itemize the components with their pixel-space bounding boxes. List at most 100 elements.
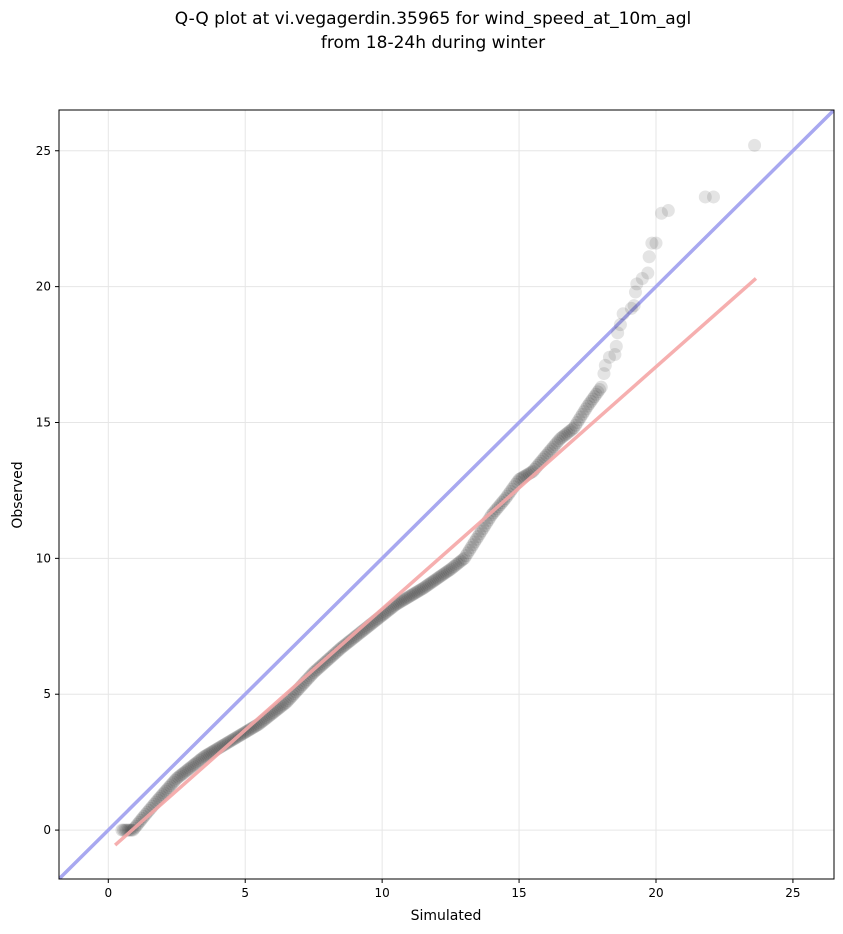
quantile-point	[468, 535, 482, 549]
y-tick-label: 15	[36, 415, 51, 429]
quantile-point	[591, 385, 605, 399]
quantile-point	[445, 561, 459, 575]
quantile-point	[173, 769, 187, 783]
quantile-point	[454, 554, 468, 568]
quantile-point-tail	[630, 277, 644, 291]
quantile-point	[155, 788, 169, 802]
quantile-point	[461, 546, 475, 560]
quantile-point	[459, 549, 473, 563]
x-tick-label: 5	[241, 886, 249, 900]
quantile-point	[427, 573, 441, 587]
chart-title-line-2: from 18-24h during winter	[321, 33, 545, 53]
quantile-point	[115, 823, 129, 837]
quantile-point	[331, 644, 345, 658]
quantile-point	[539, 448, 553, 462]
quantile-point	[344, 633, 358, 647]
x-axis-label: Simulated	[411, 908, 482, 924]
quantile-point	[397, 593, 411, 607]
quantile-point	[407, 587, 421, 601]
quantile-point	[321, 653, 335, 667]
quantile-point	[485, 508, 499, 522]
plot-area-frame	[58, 109, 835, 880]
quantile-point	[403, 589, 417, 603]
quantile-point	[411, 584, 425, 598]
quantile-point-tail	[613, 318, 627, 332]
quantile-point	[405, 588, 419, 602]
quantile-point	[402, 590, 416, 604]
quantile-point-tail	[609, 339, 623, 353]
quantile-point	[308, 664, 322, 678]
quantile-point	[324, 650, 338, 664]
quantile-point	[570, 415, 584, 429]
quantile-point	[189, 756, 203, 770]
quantile-point	[415, 582, 429, 596]
quantile-point	[200, 748, 214, 762]
quantile-point	[429, 572, 443, 586]
quantile-point	[439, 566, 453, 580]
quantile-point	[307, 665, 321, 679]
quantile-point	[241, 724, 255, 738]
quantile-point	[163, 779, 177, 793]
quantile-point	[476, 521, 490, 535]
quantile-point-tail	[698, 190, 712, 204]
quantile-point	[562, 425, 576, 439]
quantile-point	[191, 755, 205, 769]
quantile-point	[220, 736, 234, 750]
quantile-point-tail	[597, 367, 611, 381]
quantile-point-tail	[707, 190, 721, 204]
quantile-point	[584, 394, 598, 408]
quantile-point	[555, 430, 569, 444]
quantile-point	[543, 444, 557, 458]
quantile-point	[181, 763, 195, 777]
quantile-point	[565, 422, 579, 436]
quantile-point	[550, 436, 564, 450]
quantile-points	[115, 138, 762, 837]
quantile-point-tail	[635, 271, 649, 285]
x-tick-label: 10	[375, 886, 390, 900]
quantile-point	[303, 669, 317, 683]
quantile-point	[581, 399, 595, 413]
quantile-point	[473, 527, 487, 541]
quantile-point	[345, 632, 359, 646]
quantile-point	[339, 637, 353, 651]
quantile-point	[332, 642, 346, 656]
quantile-point	[395, 594, 409, 608]
quantile-point	[419, 579, 433, 593]
x-tick-label: 0	[104, 886, 112, 900]
quantile-point	[572, 413, 586, 427]
quantile-point	[558, 428, 572, 442]
quantile-point	[502, 487, 516, 501]
quantile-point	[408, 586, 422, 600]
quantile-point	[278, 697, 292, 711]
chart-title-line-1: Q-Q plot at vi.vegagerdin.35965 for wind…	[175, 9, 691, 29]
quantile-point	[168, 773, 182, 787]
quantile-point	[436, 568, 450, 582]
quantile-point-tail	[628, 285, 642, 299]
quantile-point	[579, 402, 593, 416]
quantile-point	[157, 786, 171, 800]
quantile-point	[336, 640, 350, 654]
quantile-point	[545, 442, 559, 456]
y-tick-label: 20	[36, 280, 51, 294]
quantile-point	[337, 638, 351, 652]
quantile-point	[178, 765, 192, 779]
quantile-point	[577, 405, 591, 419]
quantile-point-tail	[649, 236, 663, 250]
identity-line	[59, 110, 834, 879]
quantile-point-tail	[602, 350, 616, 364]
quantile-point	[162, 781, 176, 795]
reference-lines	[59, 110, 834, 879]
quantile-point	[186, 759, 200, 773]
quantile-point	[569, 418, 583, 432]
quantile-point	[323, 651, 337, 665]
quantile-point	[165, 777, 179, 791]
quantile-point	[582, 397, 596, 411]
quantile-point	[121, 823, 135, 837]
quantile-point	[179, 764, 193, 778]
quantile-point	[548, 438, 562, 452]
quantile-point	[462, 543, 476, 557]
quantile-point	[176, 766, 190, 780]
quantile-point	[413, 583, 427, 597]
quantile-point	[196, 751, 210, 765]
